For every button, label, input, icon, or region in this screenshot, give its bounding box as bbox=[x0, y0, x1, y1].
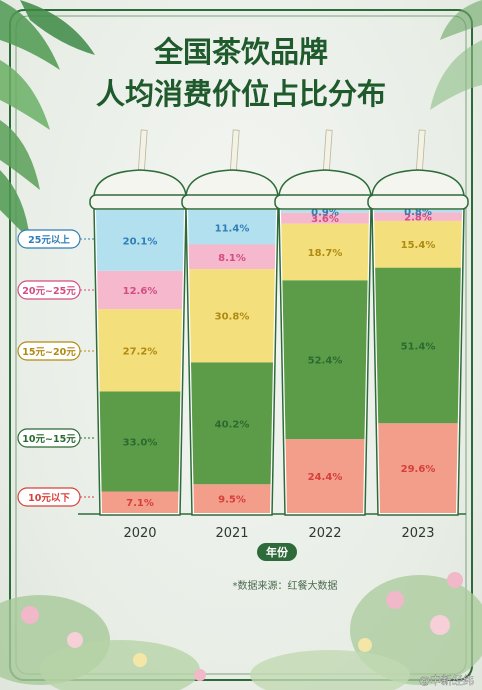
bar-segment-2022-1 bbox=[282, 280, 368, 440]
x-tick-2020: 2020 bbox=[123, 526, 156, 541]
bar-segment-2023-0 bbox=[378, 423, 458, 513]
x-axis-title: 年份 bbox=[266, 545, 289, 559]
cup-2022: 24.4% 52.4% 18.7% 3.6%0.9% bbox=[274, 129, 376, 516]
bar-segment-2021-3 bbox=[188, 244, 276, 270]
value-label-2020-0: 7.1% bbox=[126, 498, 154, 509]
legend-label: 10元以下 bbox=[28, 493, 70, 504]
cup-lid-rim bbox=[89, 194, 191, 210]
cup-lid-dome bbox=[185, 169, 279, 197]
value-label-2023-1: 51.4% bbox=[401, 341, 436, 352]
legend-label: 20元~25元 bbox=[22, 286, 76, 297]
frame-inner bbox=[15, 15, 467, 675]
bar-segment-2022-4 bbox=[281, 210, 369, 213]
chart-title-line2: 人均消费价位占比分布 bbox=[96, 77, 386, 111]
bar-segment-2020-3 bbox=[97, 270, 183, 310]
value-label-2022-4: 0.9% bbox=[311, 207, 339, 218]
frame-outer bbox=[9, 9, 473, 681]
bar-segment-2020-2 bbox=[97, 309, 183, 392]
cup-lid-dome bbox=[371, 169, 465, 197]
legend-item-3: 20元~25元 bbox=[17, 280, 96, 300]
value-label-2021-4: 11.4% bbox=[215, 223, 250, 234]
value-label-2022-0: 24.4% bbox=[308, 472, 343, 483]
value-label-2021-0: 9.5% bbox=[218, 495, 246, 506]
x-tick-2021: 2021 bbox=[215, 526, 248, 541]
bar-segment-2023-1 bbox=[375, 267, 461, 424]
bar-segment-2022-3 bbox=[281, 212, 369, 224]
leaf-decoration-top-left bbox=[0, 0, 95, 240]
cup-lid-rim bbox=[367, 194, 469, 210]
cup-2021: 9.5% 40.2% 30.8% 8.1% 11.4% bbox=[181, 129, 283, 516]
bar-segment-2022-0 bbox=[285, 439, 365, 513]
bar-segment-2021-1 bbox=[191, 362, 273, 485]
value-label-2022-2: 18.7% bbox=[308, 248, 343, 259]
bar-segment-2020-1 bbox=[99, 391, 181, 492]
x-axis-title-badge bbox=[257, 543, 297, 561]
x-tick-2023: 2023 bbox=[401, 526, 434, 541]
cup-lid-dome bbox=[93, 169, 187, 197]
value-label-2023-4: 0.8% bbox=[404, 207, 432, 218]
cup-2023: 29.6% 51.4% 15.4% 2.8%0.8% bbox=[367, 129, 469, 516]
cup-lid-rim bbox=[274, 194, 376, 210]
legend-item-2: 15元~20元 bbox=[17, 341, 96, 361]
value-label-2020-1: 33.0% bbox=[123, 437, 158, 448]
bar-segment-2023-2 bbox=[374, 220, 462, 268]
chart-title-line1: 全国茶饮品牌 bbox=[153, 35, 328, 69]
cup-lid-rim bbox=[181, 194, 283, 210]
bar-segment-2020-0 bbox=[101, 491, 179, 513]
value-label-2022-1: 52.4% bbox=[308, 356, 343, 367]
legend-item-1: 10元~15元 bbox=[17, 428, 96, 448]
x-tick-labels: 2020 2021 2022 2023 bbox=[123, 526, 434, 541]
bar-segment-2022-2 bbox=[281, 223, 369, 281]
legend-label: 10元~15元 bbox=[22, 434, 76, 445]
bar-segment-2021-0 bbox=[193, 484, 271, 513]
bar-segment-2021-4 bbox=[188, 210, 276, 245]
value-label-2023-3: 2.8% bbox=[404, 213, 432, 224]
value-label-2022-3: 3.6% bbox=[311, 214, 339, 225]
value-label-2023-0: 29.6% bbox=[401, 464, 436, 475]
cup-lid-dome bbox=[278, 169, 372, 197]
cup-2020: 7.1% 33.0% 27.2% 12.6% 20.1% bbox=[89, 129, 191, 516]
value-label-2021-1: 40.2% bbox=[215, 419, 250, 430]
legend-item-4: 25元以上 bbox=[17, 229, 96, 249]
leaf-decoration-top-right bbox=[430, 0, 482, 110]
legend-label: 25元以上 bbox=[28, 234, 70, 246]
value-label-2020-3: 12.6% bbox=[123, 286, 158, 297]
source-note: *数据来源：红餐大数据 bbox=[233, 579, 338, 592]
value-label-2020-4: 20.1% bbox=[123, 236, 158, 247]
bar-segment-2023-4 bbox=[374, 210, 462, 213]
value-label-2021-3: 8.1% bbox=[218, 253, 246, 264]
watermark: @中新经纬 bbox=[419, 673, 474, 687]
legend-item-0: 10元以下 bbox=[17, 487, 96, 507]
bar-segment-2020-4 bbox=[96, 210, 184, 271]
legend: 10元以下 10元~15元 15元~20元 20元~25元 25元以上 bbox=[17, 229, 96, 507]
value-label-2020-2: 27.2% bbox=[123, 346, 158, 357]
value-label-2021-2: 30.8% bbox=[215, 312, 250, 323]
flower-decoration-bottom bbox=[0, 572, 482, 690]
cups-layer: 7.1% 33.0% 27.2% 12.6% 20.1% 9.5% 40.2% 30.8% 8.… bbox=[89, 129, 469, 516]
bar-segment-2023-3 bbox=[374, 212, 462, 221]
x-tick-2022: 2022 bbox=[308, 526, 341, 541]
value-label-2023-2: 15.4% bbox=[401, 240, 436, 251]
legend-label: 15元~20元 bbox=[22, 347, 76, 358]
bar-segment-2021-2 bbox=[189, 269, 275, 363]
